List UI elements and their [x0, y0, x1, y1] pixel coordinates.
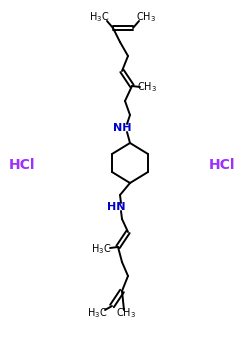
- Text: $\mathregular{H_3C}$: $\mathregular{H_3C}$: [87, 306, 107, 320]
- Text: NH: NH: [113, 123, 131, 133]
- Text: $\mathregular{H_3C}$: $\mathregular{H_3C}$: [91, 242, 111, 256]
- Text: HCl: HCl: [9, 158, 35, 172]
- Text: HCl: HCl: [209, 158, 235, 172]
- Text: HN: HN: [107, 202, 125, 212]
- Text: $\mathregular{CH_3}$: $\mathregular{CH_3}$: [116, 306, 136, 320]
- Text: $\mathregular{CH_3}$: $\mathregular{CH_3}$: [137, 80, 157, 94]
- Text: $\mathregular{CH_3}$: $\mathregular{CH_3}$: [136, 10, 156, 24]
- Text: $\mathregular{H_3C}$: $\mathregular{H_3C}$: [89, 10, 109, 24]
